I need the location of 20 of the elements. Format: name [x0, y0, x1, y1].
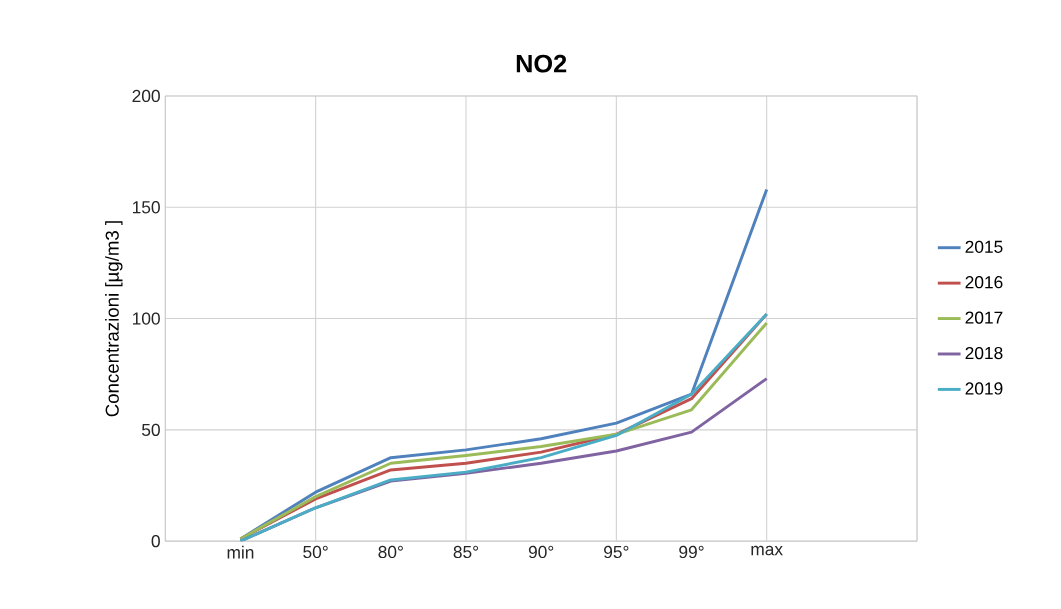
y-tick-label: 200 [132, 89, 160, 103]
x-tick-label: max [751, 545, 783, 556]
chart-title: NO2 [516, 54, 567, 73]
y-axis-title: Concentrazioni [µg/m3 ] [105, 221, 123, 417]
x-tick-label: 80° [378, 545, 403, 559]
legend-label: 2016 [965, 276, 1003, 289]
legend-label: 2015 [965, 240, 1003, 253]
legend-label: 2018 [965, 346, 1003, 360]
y-tick-label: 0 [151, 534, 160, 548]
x-tick-label: 95° [604, 545, 629, 559]
legend-label: 2017 [965, 311, 1003, 324]
legend-label: 2019 [965, 382, 1003, 395]
y-tick-label: 50 [142, 423, 160, 436]
y-tick-label: 100 [132, 312, 160, 325]
x-tick-label: 85° [453, 545, 479, 559]
x-tick-label: 50° [303, 545, 328, 559]
x-tick-label: min [227, 545, 254, 559]
x-tick-label: 90° [528, 545, 554, 559]
x-tick-label: 99° [679, 545, 704, 559]
y-tick-label: 150 [132, 201, 160, 214]
